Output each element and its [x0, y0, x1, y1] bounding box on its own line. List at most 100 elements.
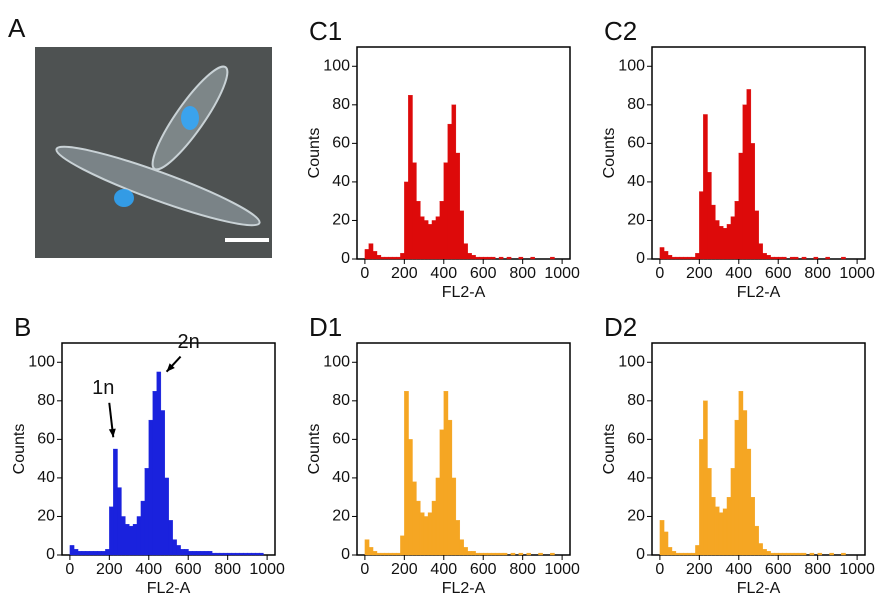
histogram-bar — [766, 254, 771, 260]
histogram-bar — [97, 550, 102, 556]
histogram-bar — [471, 550, 476, 556]
histogram-bar — [691, 256, 696, 260]
x-tick-label: 200 — [96, 561, 123, 578]
histogram-bar — [774, 256, 779, 260]
histogram-bar — [443, 162, 449, 260]
histogram-bar — [219, 552, 225, 556]
x-tick-label: 0 — [655, 561, 664, 578]
x-tick-label: 600 — [470, 265, 497, 282]
histogram-bar — [251, 552, 256, 556]
histogram-bar — [455, 520, 461, 556]
histogram-bar — [789, 552, 795, 556]
histogram-bar — [659, 520, 665, 556]
histogram-bar — [730, 216, 736, 260]
x-tick-label: 0 — [65, 561, 74, 578]
histogram-bar — [392, 552, 397, 556]
histogram-bar — [471, 254, 476, 260]
histogram-bar — [435, 216, 441, 260]
x-tick-label: 600 — [765, 265, 792, 282]
histogram-bar — [384, 256, 390, 260]
histogram-bar — [140, 500, 146, 556]
histogram-bar — [184, 549, 189, 556]
histogram-bar — [105, 549, 110, 556]
histogram-bar — [431, 220, 437, 260]
histogram-bar — [722, 508, 728, 556]
histogram-bar — [199, 550, 205, 556]
histogram-bar — [502, 552, 508, 556]
histogram-bar — [722, 228, 728, 260]
histogram-bar — [711, 497, 716, 556]
x-tick-label: 200 — [686, 265, 713, 282]
histogram-bar — [667, 254, 673, 260]
histogram-bar — [829, 552, 834, 556]
x-axis-label: FL2-A — [737, 284, 781, 301]
histogram-bar — [730, 468, 736, 556]
y-tick-label: 40 — [332, 469, 350, 486]
histogram-bar — [667, 547, 673, 556]
histogram-bar — [380, 256, 386, 260]
histogram-bar — [451, 477, 457, 556]
histogram-bar — [423, 220, 429, 260]
histogram-bar — [793, 256, 799, 260]
x-axis-label: FL2-A — [442, 284, 486, 301]
histogram-bar — [498, 552, 504, 556]
histogram-bar — [412, 481, 417, 556]
histogram-bar — [404, 181, 409, 260]
histogram-bar — [510, 552, 516, 556]
histogram-bar — [475, 552, 480, 556]
histogram-bar — [707, 172, 712, 260]
histogram-bar — [160, 410, 166, 556]
y-tick-label: 0 — [46, 546, 55, 563]
histogram-bar — [404, 391, 409, 556]
histogram-bar — [419, 216, 425, 260]
histogram-bar — [447, 419, 453, 556]
histogram-bar — [750, 497, 756, 556]
histogram-bar — [156, 371, 162, 556]
histogram-bar — [518, 256, 524, 260]
y-tick-label: 80 — [627, 392, 645, 409]
histogram-bar — [782, 552, 787, 556]
histogram-bar — [215, 552, 221, 556]
x-tick-label: 800 — [214, 561, 241, 578]
x-tick-label: 400 — [135, 561, 162, 578]
histogram-bar — [255, 552, 260, 556]
histogram-bar — [396, 256, 401, 260]
histogram-bar — [443, 391, 449, 556]
histogram-bar — [128, 525, 134, 556]
histogram-bar — [408, 95, 413, 260]
histogram-bar — [85, 550, 91, 556]
histogram-bar — [793, 552, 799, 556]
histogram-bar — [703, 400, 708, 556]
histogram-bar — [778, 552, 783, 556]
histogram-bar — [703, 114, 708, 260]
panel-label: A — [8, 13, 26, 43]
histogram-bar — [487, 552, 492, 556]
scale-bar — [225, 238, 269, 242]
histogram-bar — [817, 552, 823, 556]
histogram-bar — [136, 516, 142, 556]
histogram-bar — [368, 243, 374, 260]
histogram-bar — [483, 256, 488, 260]
x-tick-label: 400 — [430, 265, 457, 282]
histogram-bar — [431, 500, 437, 556]
y-tick-label: 0 — [341, 250, 350, 267]
x-tick-label: 800 — [509, 561, 536, 578]
histogram-bar — [841, 256, 846, 260]
histogram-bar — [380, 552, 386, 556]
histogram-bar — [475, 256, 480, 260]
y-axis-label: Counts — [11, 424, 28, 475]
histogram-bar — [400, 535, 405, 556]
histogram-bar — [734, 201, 740, 260]
histogram-bar — [718, 512, 724, 556]
histogram-bar — [550, 552, 555, 556]
x-tick-label: 200 — [686, 561, 713, 578]
x-tick-label: 1000 — [249, 561, 285, 578]
histogram-bar — [372, 251, 378, 260]
histogram-bar — [498, 256, 504, 260]
x-axis-label: FL2-A — [442, 580, 486, 597]
histogram-bar — [463, 243, 468, 260]
histogram-bar — [132, 524, 138, 556]
histogram-bar — [427, 224, 433, 260]
histogram-bar — [679, 552, 685, 556]
histogram-bar — [483, 552, 488, 556]
